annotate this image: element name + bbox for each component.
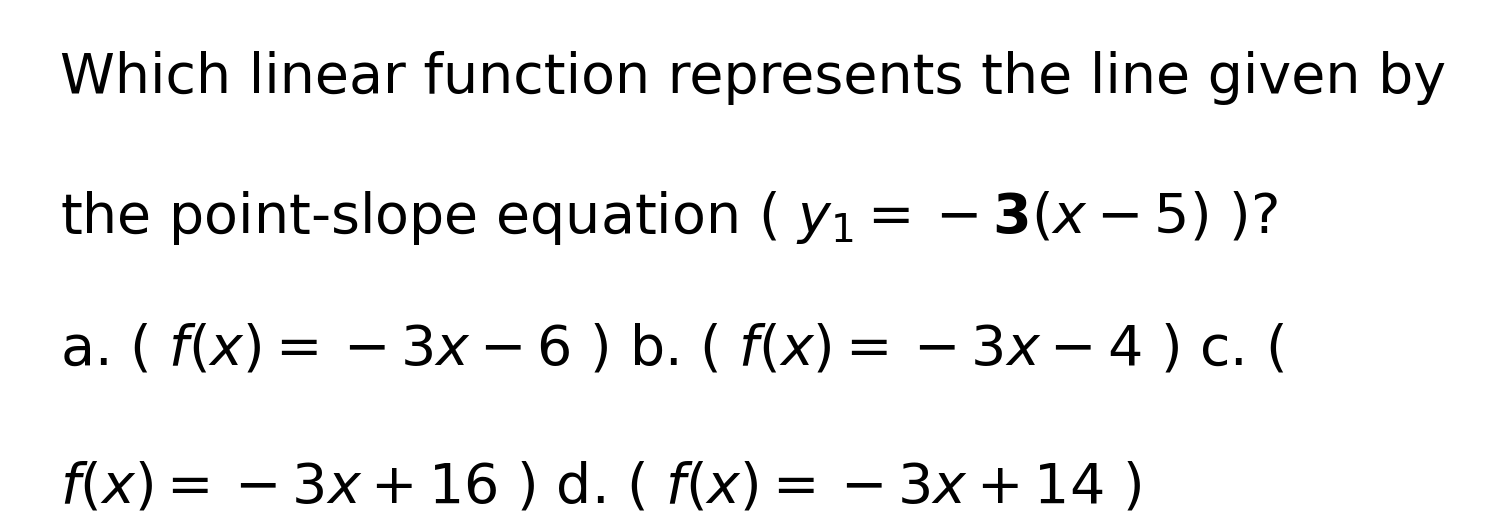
Text: $f(x) = -3x + 16$ ) d. ( $f(x) = -3x + 14$ ): $f(x) = -3x + 16$ ) d. ( $f(x) = -3x + 1… [60,461,1142,512]
Text: the point-slope equation ( $y_1 = -\mathbf{3}(x - 5)$ )?: the point-slope equation ( $y_1 = -\math… [60,189,1278,247]
Text: a. ( $f(x) = -3x - 6$ ) b. ( $f(x) = -3x - 4$ ) c. (: a. ( $f(x) = -3x - 6$ ) b. ( $f(x) = -3x… [60,323,1284,376]
Text: Which linear function represents the line given by: Which linear function represents the lin… [60,51,1446,105]
